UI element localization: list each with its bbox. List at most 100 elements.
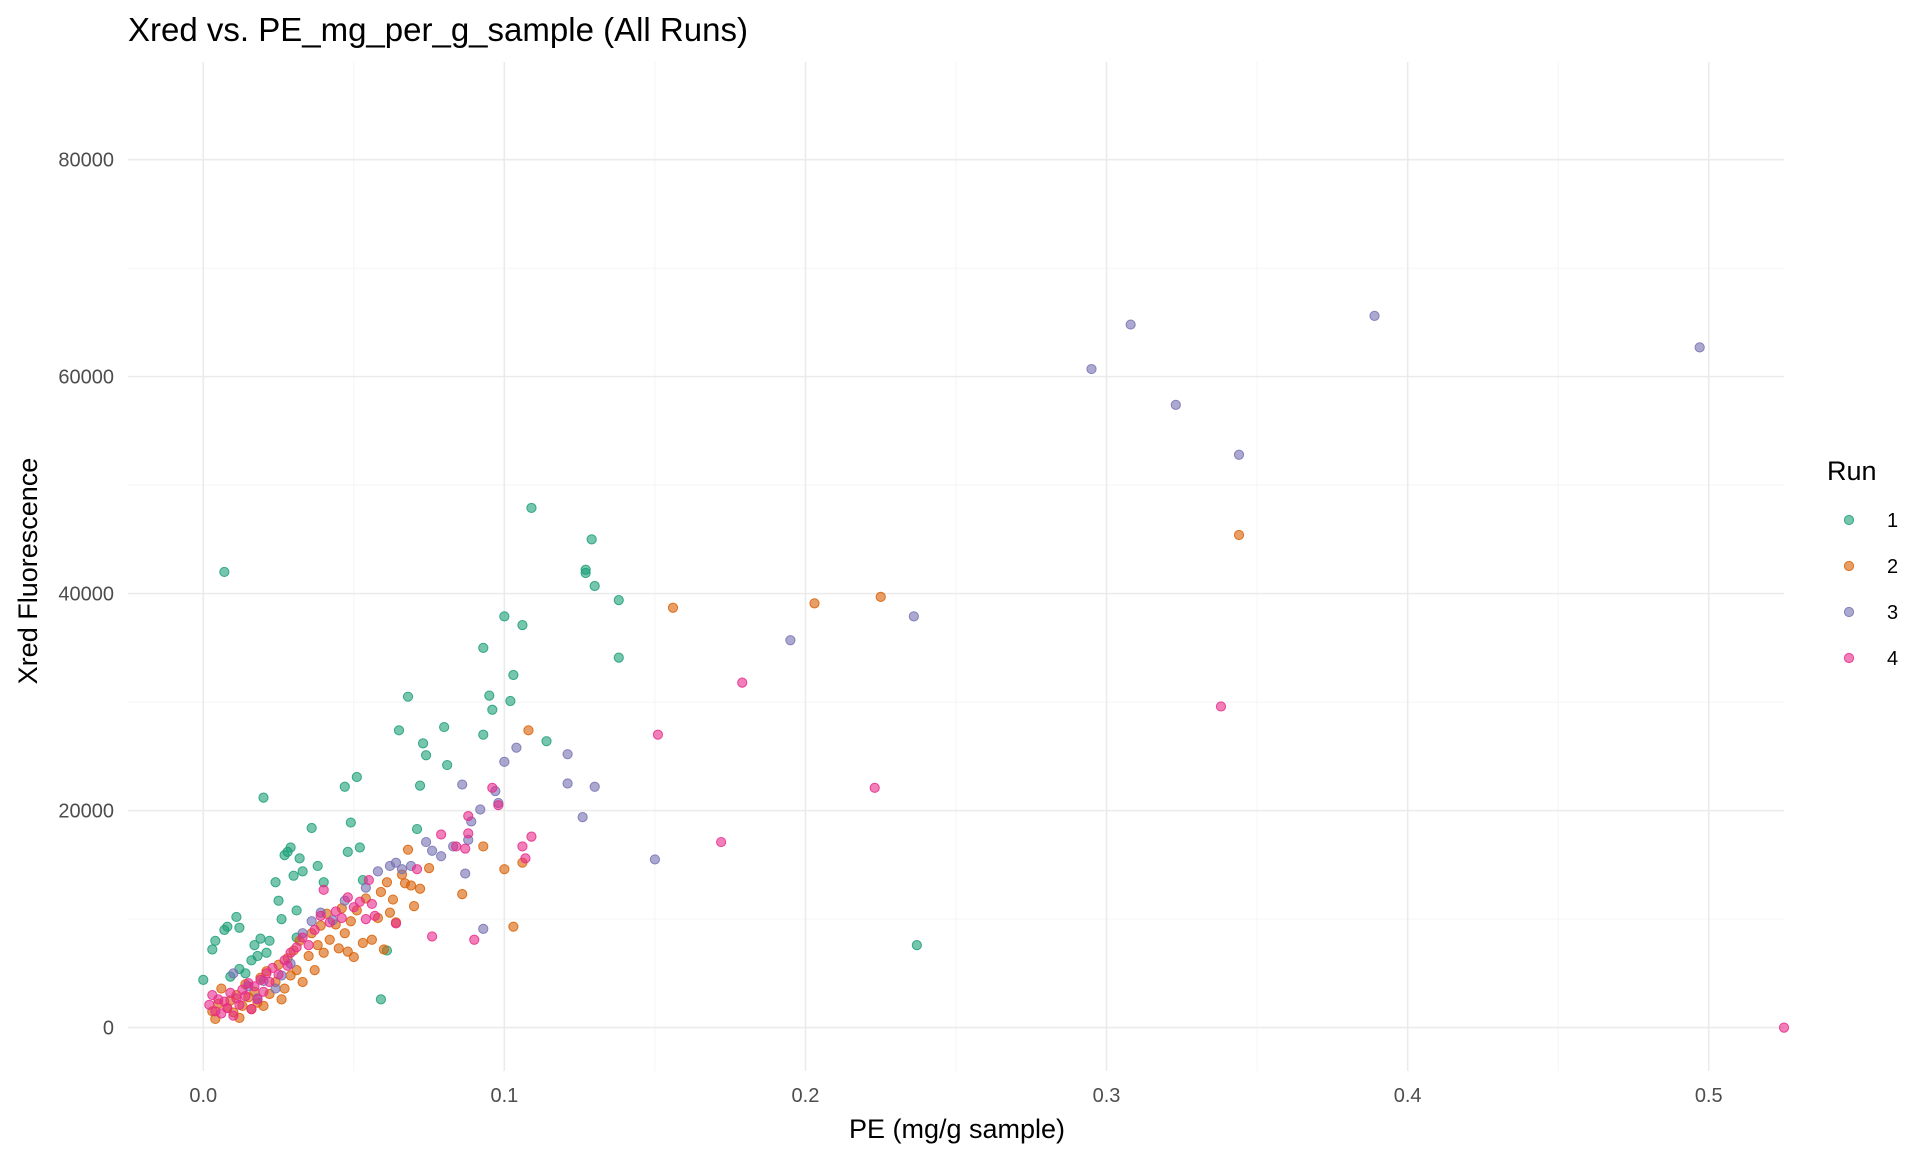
legend-key-run-3 (1843, 606, 1855, 618)
data-point-run-4 (342, 892, 353, 903)
data-point-run-2 (348, 951, 359, 963)
data-point-run-4 (318, 884, 329, 895)
data-point-run-3 (1233, 449, 1245, 460)
data-point-run-1 (911, 940, 922, 951)
data-point-run-2 (333, 943, 344, 954)
data-point-run-3 (475, 804, 486, 815)
data-point-run-2 (1233, 529, 1245, 541)
data-point-run-3 (1170, 399, 1181, 410)
data-point-run-4 (222, 1002, 233, 1014)
data-point-run-4 (309, 924, 320, 936)
data-point-run-4 (436, 829, 447, 840)
data-point-run-3 (478, 923, 489, 934)
data-point-run-4 (737, 677, 748, 688)
data-point-run-4 (354, 896, 365, 907)
data-point-run-3 (306, 916, 317, 927)
data-point-run-1 (306, 822, 317, 834)
data-point-run-1 (288, 870, 299, 881)
data-point-run-3 (562, 778, 573, 789)
data-point-run-2 (324, 934, 335, 945)
data-point-run-1 (484, 690, 495, 701)
data-point-run-4 (517, 841, 528, 852)
data-point-run-1 (580, 567, 591, 579)
data-point-run-1 (613, 595, 624, 606)
x-tick-label: 0.5 (1695, 1085, 1723, 1107)
data-point-run-1 (222, 921, 233, 932)
data-point-run-1 (234, 922, 245, 933)
data-point-run-2 (405, 880, 417, 891)
data-point-run-1 (586, 534, 597, 545)
data-point-run-1 (499, 611, 510, 622)
data-point-run-1 (420, 750, 432, 761)
data-point-run-3 (649, 854, 661, 865)
data-point-run-2 (375, 886, 387, 898)
data-point-run-3 (1694, 342, 1705, 353)
data-point-run-4 (487, 782, 498, 793)
data-point-run-1 (258, 792, 269, 803)
data-point-run-1 (442, 759, 453, 771)
data-point-run-4 (246, 1004, 257, 1015)
data-point-run-2 (523, 725, 534, 736)
data-point-run-4 (366, 898, 377, 910)
data-point-run-1 (198, 974, 209, 985)
data-point-run-2 (366, 934, 377, 945)
data-point-run-3 (457, 779, 468, 790)
data-point-run-4 (267, 962, 278, 974)
data-points (198, 310, 1790, 1033)
y-tick-label: 40000 (58, 584, 114, 606)
x-tick-label: 0.4 (1394, 1085, 1422, 1107)
legend-label-run-2: 2 (1887, 556, 1898, 578)
data-point-run-2 (312, 940, 323, 951)
y-tick-label: 0 (103, 1018, 114, 1040)
data-point-run-2 (258, 1000, 269, 1012)
data-point-run-2 (357, 937, 368, 949)
data-point-run-1 (231, 911, 242, 923)
x-tick-label: 0.2 (792, 1085, 820, 1107)
data-point-run-3 (396, 864, 408, 875)
data-point-run-1 (252, 950, 263, 962)
data-point-run-2 (378, 944, 390, 955)
y-tick-label: 20000 (58, 801, 114, 823)
data-point-run-1 (219, 566, 230, 578)
x-axis-title: PE (mg/g sample) (849, 1114, 1065, 1144)
data-point-run-3 (1125, 319, 1136, 330)
data-point-run-2 (339, 928, 350, 939)
data-point-run-3 (390, 857, 402, 868)
data-point-run-1 (294, 853, 305, 864)
data-point-run-4 (273, 969, 284, 980)
data-point-run-4 (460, 843, 471, 854)
data-point-run-3 (436, 851, 447, 862)
data-point-run-4 (204, 999, 215, 1010)
data-point-run-3 (420, 836, 432, 848)
data-point-run-3 (427, 845, 438, 856)
data-point-run-4 (282, 960, 293, 971)
data-point-run-2 (297, 976, 308, 988)
data-point-run-4 (228, 1010, 239, 1021)
x-tick-label: 0.3 (1093, 1085, 1121, 1107)
data-point-run-2 (667, 602, 679, 613)
data-point-run-4 (652, 729, 664, 740)
data-point-run-4 (1778, 1022, 1790, 1033)
data-point-run-2 (318, 947, 329, 958)
data-point-run-1 (264, 935, 275, 946)
data-point-run-4 (411, 864, 423, 875)
data-point-run-2 (875, 591, 886, 602)
data-point-run-1 (270, 877, 281, 888)
data-point-run-3 (908, 611, 919, 622)
data-point-run-4 (520, 853, 531, 864)
data-point-run-3 (270, 983, 281, 994)
data-point-run-1 (478, 729, 489, 740)
data-point-run-1 (207, 944, 218, 955)
data-point-run-1 (439, 721, 450, 733)
data-point-run-4 (369, 910, 380, 921)
data-point-run-2 (478, 841, 489, 852)
data-point-run-3 (499, 756, 510, 767)
data-point-run-1 (339, 781, 350, 792)
data-point-run-4 (360, 914, 371, 925)
data-point-run-3 (589, 781, 600, 792)
y-axis-title: Xred Fluorescence (13, 458, 43, 685)
data-point-run-4 (291, 942, 302, 953)
data-point-run-1 (505, 695, 516, 707)
minor-grid (128, 62, 1784, 1071)
data-point-run-4 (869, 782, 880, 793)
